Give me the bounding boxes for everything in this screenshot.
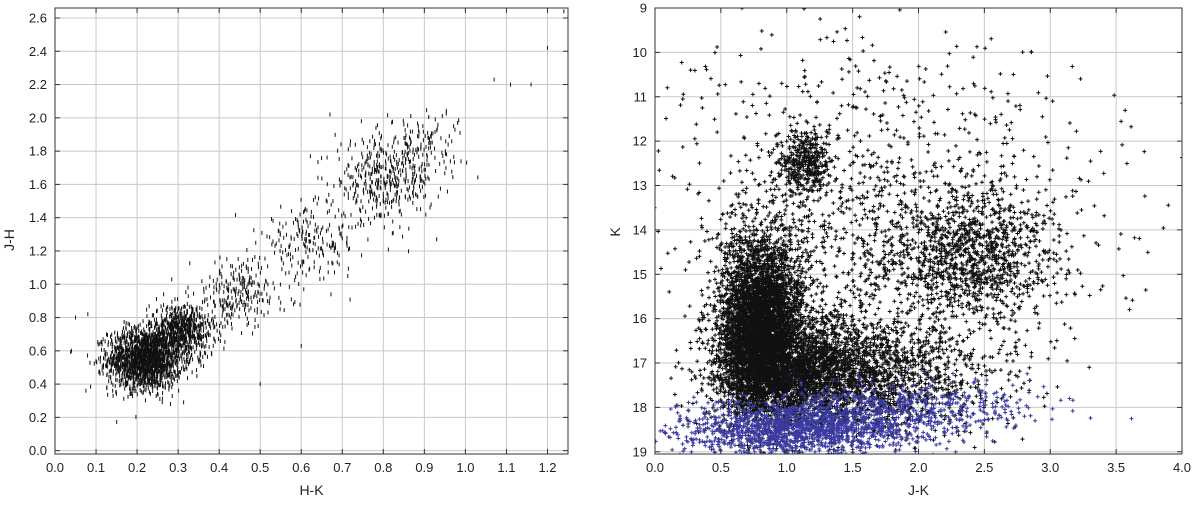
data-point (710, 237, 714, 241)
data-point (713, 270, 717, 274)
data-point (733, 213, 737, 217)
x-tick-label: 0.5 (251, 460, 269, 475)
data-point (706, 338, 710, 342)
data-point (769, 225, 773, 229)
data-point (732, 249, 736, 253)
data-point (707, 296, 711, 300)
x-tick-label: 0.6 (292, 460, 310, 475)
data-point (716, 369, 720, 373)
x-tick-label: 0.2 (128, 460, 146, 475)
x-tick-label: 1.0 (456, 460, 474, 475)
y-tick-label: 1.6 (29, 177, 47, 192)
x-tick-label: 0.0 (46, 460, 64, 475)
data-point (742, 220, 746, 224)
series-1 (71, 9, 564, 424)
y-tick-label: 2.4 (29, 44, 47, 59)
data-point (698, 337, 702, 341)
y-tick-label: 2.2 (29, 77, 47, 92)
y-tick-label: 1.8 (29, 144, 47, 159)
data-point (754, 207, 758, 211)
y-tick-label: 0.4 (29, 377, 47, 392)
x-tick-label: 0.8 (374, 460, 392, 475)
y-tick-label: 0.0 (29, 443, 47, 458)
x-tick-label: 1.2 (538, 460, 556, 475)
data-point (700, 293, 704, 297)
x-tick-label: 0.4 (210, 460, 228, 475)
data-point (709, 303, 713, 307)
data-point (741, 202, 745, 206)
y-tick-label: 0.6 (29, 343, 47, 358)
x-tick-label: 0.3 (169, 460, 187, 475)
data-point (761, 205, 765, 209)
data-points (71, 9, 564, 424)
data-points (370, 0, 1200, 497)
x-tick-label: 0.9 (415, 460, 433, 475)
data-point (756, 462, 760, 466)
y-tick-label: 2.0 (29, 110, 47, 125)
data-point (714, 265, 718, 269)
y-tick-label: 2.6 (29, 10, 47, 25)
data-point (808, 275, 812, 279)
data-point (724, 222, 728, 226)
x-tick-label: 0.1 (87, 460, 105, 475)
data-point (773, 472, 777, 476)
data-point (728, 261, 732, 265)
x-tick-label: 0.7 (333, 460, 351, 475)
y-tick-label: 1.4 (29, 210, 47, 225)
y-tick-label: 0.2 (29, 410, 47, 425)
data-point (706, 312, 710, 316)
data-point (707, 238, 711, 242)
y-tick-label: 1.2 (29, 243, 47, 258)
data-point (709, 415, 713, 419)
data-point (730, 236, 734, 240)
y-axis: 0.0 0.2 0.4 0.6 0.8 1.0 1.2 1.4 1.6 1.8 2.0 2.2 2.4 2… (29, 10, 568, 458)
x-tick-label: 1.1 (497, 460, 515, 475)
data-point (733, 208, 737, 212)
y-tick-label: 1.0 (29, 277, 47, 292)
x-axis-label: H-K (299, 482, 324, 498)
data-point (756, 201, 760, 205)
y-axis-label: J-H (1, 229, 17, 251)
y-tick-label: 0.8 (29, 310, 47, 325)
data-point (794, 234, 798, 238)
data-point (687, 260, 691, 264)
data-point (796, 239, 800, 243)
